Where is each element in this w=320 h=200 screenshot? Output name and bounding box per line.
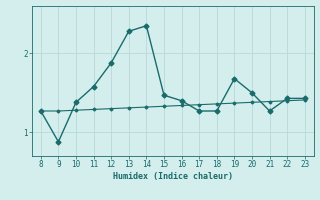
X-axis label: Humidex (Indice chaleur): Humidex (Indice chaleur) [113, 172, 233, 181]
